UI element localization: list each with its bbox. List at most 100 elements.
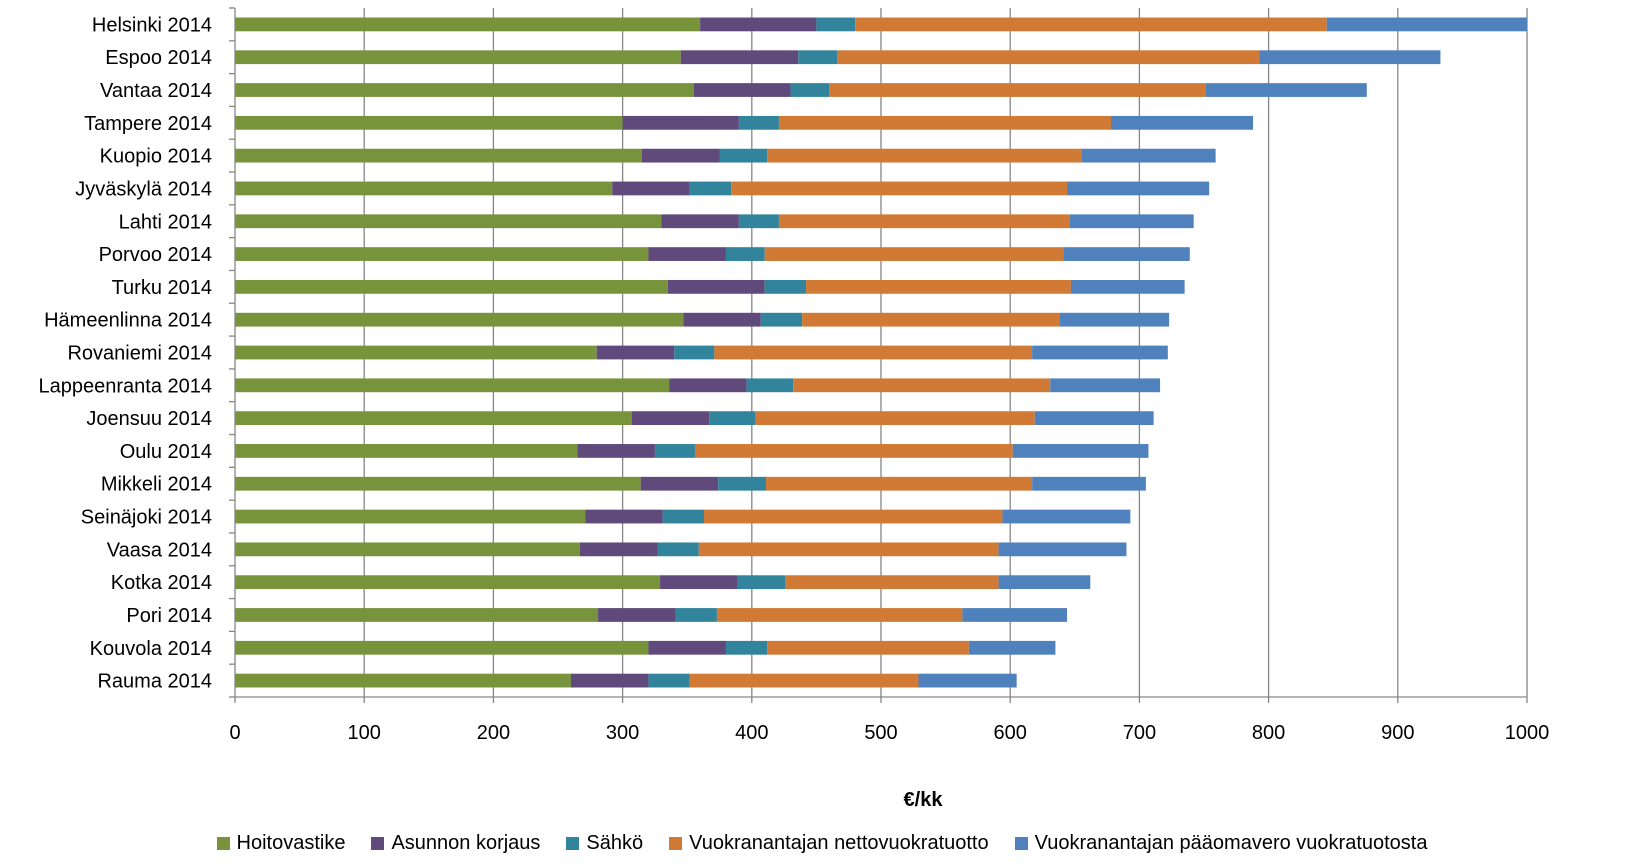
bar-segment <box>660 575 738 590</box>
bar-segment <box>766 476 1033 491</box>
bar-segment <box>694 444 1013 458</box>
x-tick-label: 900 <box>1381 722 1414 744</box>
bar-segment <box>235 509 586 524</box>
bar-segment <box>570 673 649 688</box>
bar-segment <box>662 509 704 524</box>
legend-swatch <box>216 836 230 850</box>
bar-segment <box>806 279 1071 294</box>
bar-segment <box>1205 83 1367 97</box>
bar-segment <box>767 640 969 655</box>
bar-segment <box>689 181 732 196</box>
bar-segment <box>1081 148 1216 163</box>
bar-segment <box>641 148 720 163</box>
stacked-bar-chart: Helsinki 2014 Espoo 2014 Vantaa 2014 Tamper… <box>39 7 1549 811</box>
legend-swatch <box>669 836 683 850</box>
bar-segment <box>661 214 739 229</box>
bar-segment <box>764 279 807 294</box>
x-tick-label: 700 <box>1123 722 1156 744</box>
bar-segment <box>235 312 684 327</box>
bar-segment <box>648 247 726 261</box>
category-label: Rovaniemi 2014 <box>67 343 212 365</box>
bar-segment <box>683 312 761 327</box>
bar-segment <box>235 83 694 97</box>
category-label: Espoo 2014 <box>105 47 212 69</box>
bar-segment <box>674 345 715 360</box>
legend-label: Sähkö <box>586 831 644 854</box>
bar-segment <box>235 115 623 130</box>
bar-segment <box>631 411 710 426</box>
bar-segment <box>675 608 717 622</box>
bar-segment <box>1059 312 1170 327</box>
bar-segment <box>703 509 1003 524</box>
bar-segment <box>654 444 695 458</box>
bar-segment <box>798 50 838 65</box>
bar-segment <box>718 476 767 491</box>
category-label: Helsinki 2014 <box>92 14 212 36</box>
bar-segment <box>693 83 791 97</box>
bar-segment <box>725 640 768 655</box>
bar-segment <box>1032 345 1168 360</box>
bar-segment <box>737 575 786 590</box>
axes <box>229 7 1528 703</box>
bar-segment <box>667 279 765 294</box>
bar-segment <box>235 542 580 557</box>
bar-segment <box>1326 17 1527 32</box>
bar-segment <box>235 148 642 163</box>
bar-segment <box>785 575 999 590</box>
category-label: Kotka 2014 <box>111 572 212 594</box>
bar-segment <box>1067 181 1210 196</box>
bar-segment <box>622 115 739 130</box>
bar-segment <box>1012 444 1149 458</box>
bar-segment <box>968 640 1056 655</box>
legend-label: Vuokranantajan nettovuokratuotto <box>689 831 989 854</box>
bar-segment <box>596 345 675 360</box>
bar-segment <box>1070 279 1185 294</box>
legend-label: Hoitovastike <box>236 831 346 854</box>
bar-segment <box>235 411 632 426</box>
category-label: Oulu 2014 <box>120 441 212 463</box>
bar-segment <box>235 575 661 590</box>
bar-segment <box>962 608 1068 622</box>
bar-segment <box>579 542 658 557</box>
bar-segment <box>778 214 1070 229</box>
bar-segment <box>738 115 779 130</box>
bar-segment <box>235 476 641 491</box>
x-tick-label: 600 <box>994 722 1027 744</box>
bar-segment <box>746 378 794 393</box>
bar-segment <box>657 542 699 557</box>
category-label: Lahti 2014 <box>119 211 212 233</box>
bar-segment <box>698 542 999 557</box>
x-tick-label: 800 <box>1252 722 1285 744</box>
bar-segment <box>755 411 1035 426</box>
bar-segment <box>1002 509 1131 524</box>
bar-segment <box>640 476 719 491</box>
bar-segment <box>719 148 768 163</box>
x-tick-label: 500 <box>864 722 897 744</box>
bar-segment <box>585 509 663 524</box>
bar-segment <box>235 181 613 196</box>
legend-swatch <box>566 836 580 850</box>
legend: Hoitovastike Asunnon korjaus Sähkö Vuokrana… <box>0 828 1644 858</box>
bar-segment <box>837 50 1260 65</box>
legend-label: Asunnon korjaus <box>391 831 541 854</box>
bar-segment <box>235 279 668 294</box>
category-label: Turku 2014 <box>112 277 212 299</box>
x-tick-label: 0 <box>229 722 240 744</box>
bar-segment <box>998 542 1127 557</box>
bar-segment <box>714 345 1033 360</box>
category-label: Pori 2014 <box>126 605 212 627</box>
category-label: Vantaa 2014 <box>100 80 212 102</box>
category-labels: Helsinki 2014 Espoo 2014 Vantaa 2014 Tamper… <box>39 14 213 692</box>
bar-segment <box>767 148 1082 163</box>
bar-segment <box>648 673 690 688</box>
bar-segment <box>235 17 701 32</box>
category-label: Joensuu 2014 <box>86 408 212 430</box>
bar-segment <box>725 247 765 261</box>
legend-item: Hoitovastike <box>216 831 346 855</box>
bar-segment <box>790 83 830 97</box>
legend-item: Sähkö <box>566 832 643 855</box>
bar-segment <box>918 673 1017 688</box>
bar-segment <box>700 17 817 32</box>
category-label: Lappeenranta 2014 <box>39 375 213 397</box>
bar-segment <box>716 608 963 622</box>
